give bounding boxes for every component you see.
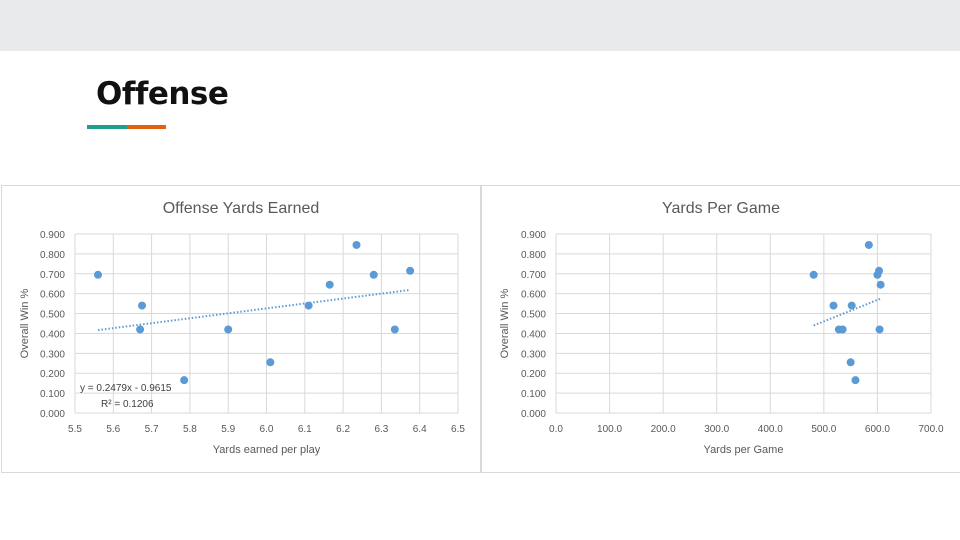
y-tick-label: 0.900: [40, 230, 65, 241]
x-tick-label: 700.0: [918, 424, 943, 435]
data-point: [846, 358, 855, 367]
data-point: [304, 301, 313, 310]
data-point: [266, 358, 275, 367]
x-tick-label: 600.0: [865, 424, 890, 435]
y-tick-label: 0.300: [40, 349, 65, 360]
x-tick-label: 400.0: [758, 424, 783, 435]
chart-svg-yards-per-game: Yards Per Game 0.000 0.100 0.200 0.300 0.400 0…: [481, 185, 960, 473]
y-tick-label: 0.700: [521, 270, 546, 281]
x-tick-label: 5.8: [183, 424, 197, 435]
y-tick-label: 0.200: [40, 369, 65, 380]
data-point: [224, 325, 233, 334]
y-tick-label: 0.800: [40, 250, 65, 261]
title-accent-orange: [127, 125, 166, 129]
title-accent-teal: [87, 125, 127, 129]
data-point: [838, 325, 847, 334]
x-tick-label: 6.5: [451, 424, 465, 435]
x-tick-label: 5.9: [221, 424, 235, 435]
trendline: [813, 297, 882, 327]
y-tick-label: 0.500: [40, 310, 65, 321]
y-tick-label: 0.000: [521, 409, 546, 420]
data-point: [847, 301, 856, 310]
data-point: [864, 240, 873, 249]
y-tick-label: 0.500: [521, 310, 546, 321]
data-point: [369, 270, 378, 279]
trendline-annotation: R² = 0.1206: [101, 399, 154, 410]
data-point: [406, 266, 415, 275]
x-axis-label: Yards per Game: [704, 444, 784, 456]
trendline-annotation: y = 0.2479x - 0.9615: [80, 383, 172, 394]
y-tick-label: 0.200: [521, 369, 546, 380]
x-tick-label: 300.0: [704, 424, 729, 435]
data-point: [875, 266, 884, 275]
x-tick-label: 5.5: [68, 424, 82, 435]
y-tick-label: 0.100: [40, 389, 65, 400]
data-point: [180, 376, 189, 385]
x-axis-label: Yards earned per play: [213, 444, 321, 456]
x-tick-label: 500.0: [811, 424, 836, 435]
slide-title: Offense: [96, 76, 229, 112]
x-tick-label: 5.7: [145, 424, 159, 435]
chart-title: Yards Per Game: [662, 200, 780, 217]
data-point: [136, 325, 145, 334]
x-tick-label: 6.3: [374, 424, 388, 435]
data-point: [829, 301, 838, 310]
y-tick-label: 0.300: [521, 349, 546, 360]
y-tick-label: 0.600: [521, 290, 546, 301]
x-tick-label: 6.2: [336, 424, 350, 435]
y-tick-label: 0.800: [521, 250, 546, 261]
chart-offense-yards-earned: Offense Yards Earned 0.000 0.100 0.200 0.300…: [1, 185, 481, 473]
data-point: [325, 280, 334, 289]
data-point: [876, 280, 885, 289]
data-point: [875, 325, 884, 334]
data-point: [809, 270, 818, 279]
y-tick-label: 0.600: [40, 290, 65, 301]
chart-yards-per-game: Yards Per Game 0.000 0.100 0.200 0.300 0.400 0…: [481, 185, 960, 473]
x-tick-label: 6.1: [298, 424, 312, 435]
y-axis-label: Overall Win %: [19, 288, 31, 358]
y-tick-label: 0.000: [40, 409, 65, 420]
x-tick-label: 0.0: [549, 424, 563, 435]
y-tick-label: 0.400: [40, 329, 65, 340]
chart-title: Offense Yards Earned: [163, 200, 320, 217]
y-tick-label: 0.900: [521, 230, 546, 241]
x-tick-label: 200.0: [651, 424, 676, 435]
header-band: [0, 0, 960, 51]
x-tick-label: 5.6: [106, 424, 120, 435]
x-tick-label: 6.4: [413, 424, 427, 435]
y-tick-label: 0.700: [40, 270, 65, 281]
y-axis-label: Overall Win %: [499, 288, 511, 358]
x-tick-label: 6.0: [260, 424, 274, 435]
data-point: [138, 301, 147, 310]
y-tick-label: 0.100: [521, 389, 546, 400]
data-point: [390, 325, 399, 334]
data-point: [93, 270, 102, 279]
x-tick-label: 100.0: [597, 424, 622, 435]
data-point: [352, 240, 361, 249]
data-point: [851, 376, 860, 385]
y-tick-label: 0.400: [521, 329, 546, 340]
chart-border: [1, 185, 481, 473]
chart-svg-offense-yards-earned: Offense Yards Earned 0.000 0.100 0.200 0.300…: [1, 185, 481, 473]
